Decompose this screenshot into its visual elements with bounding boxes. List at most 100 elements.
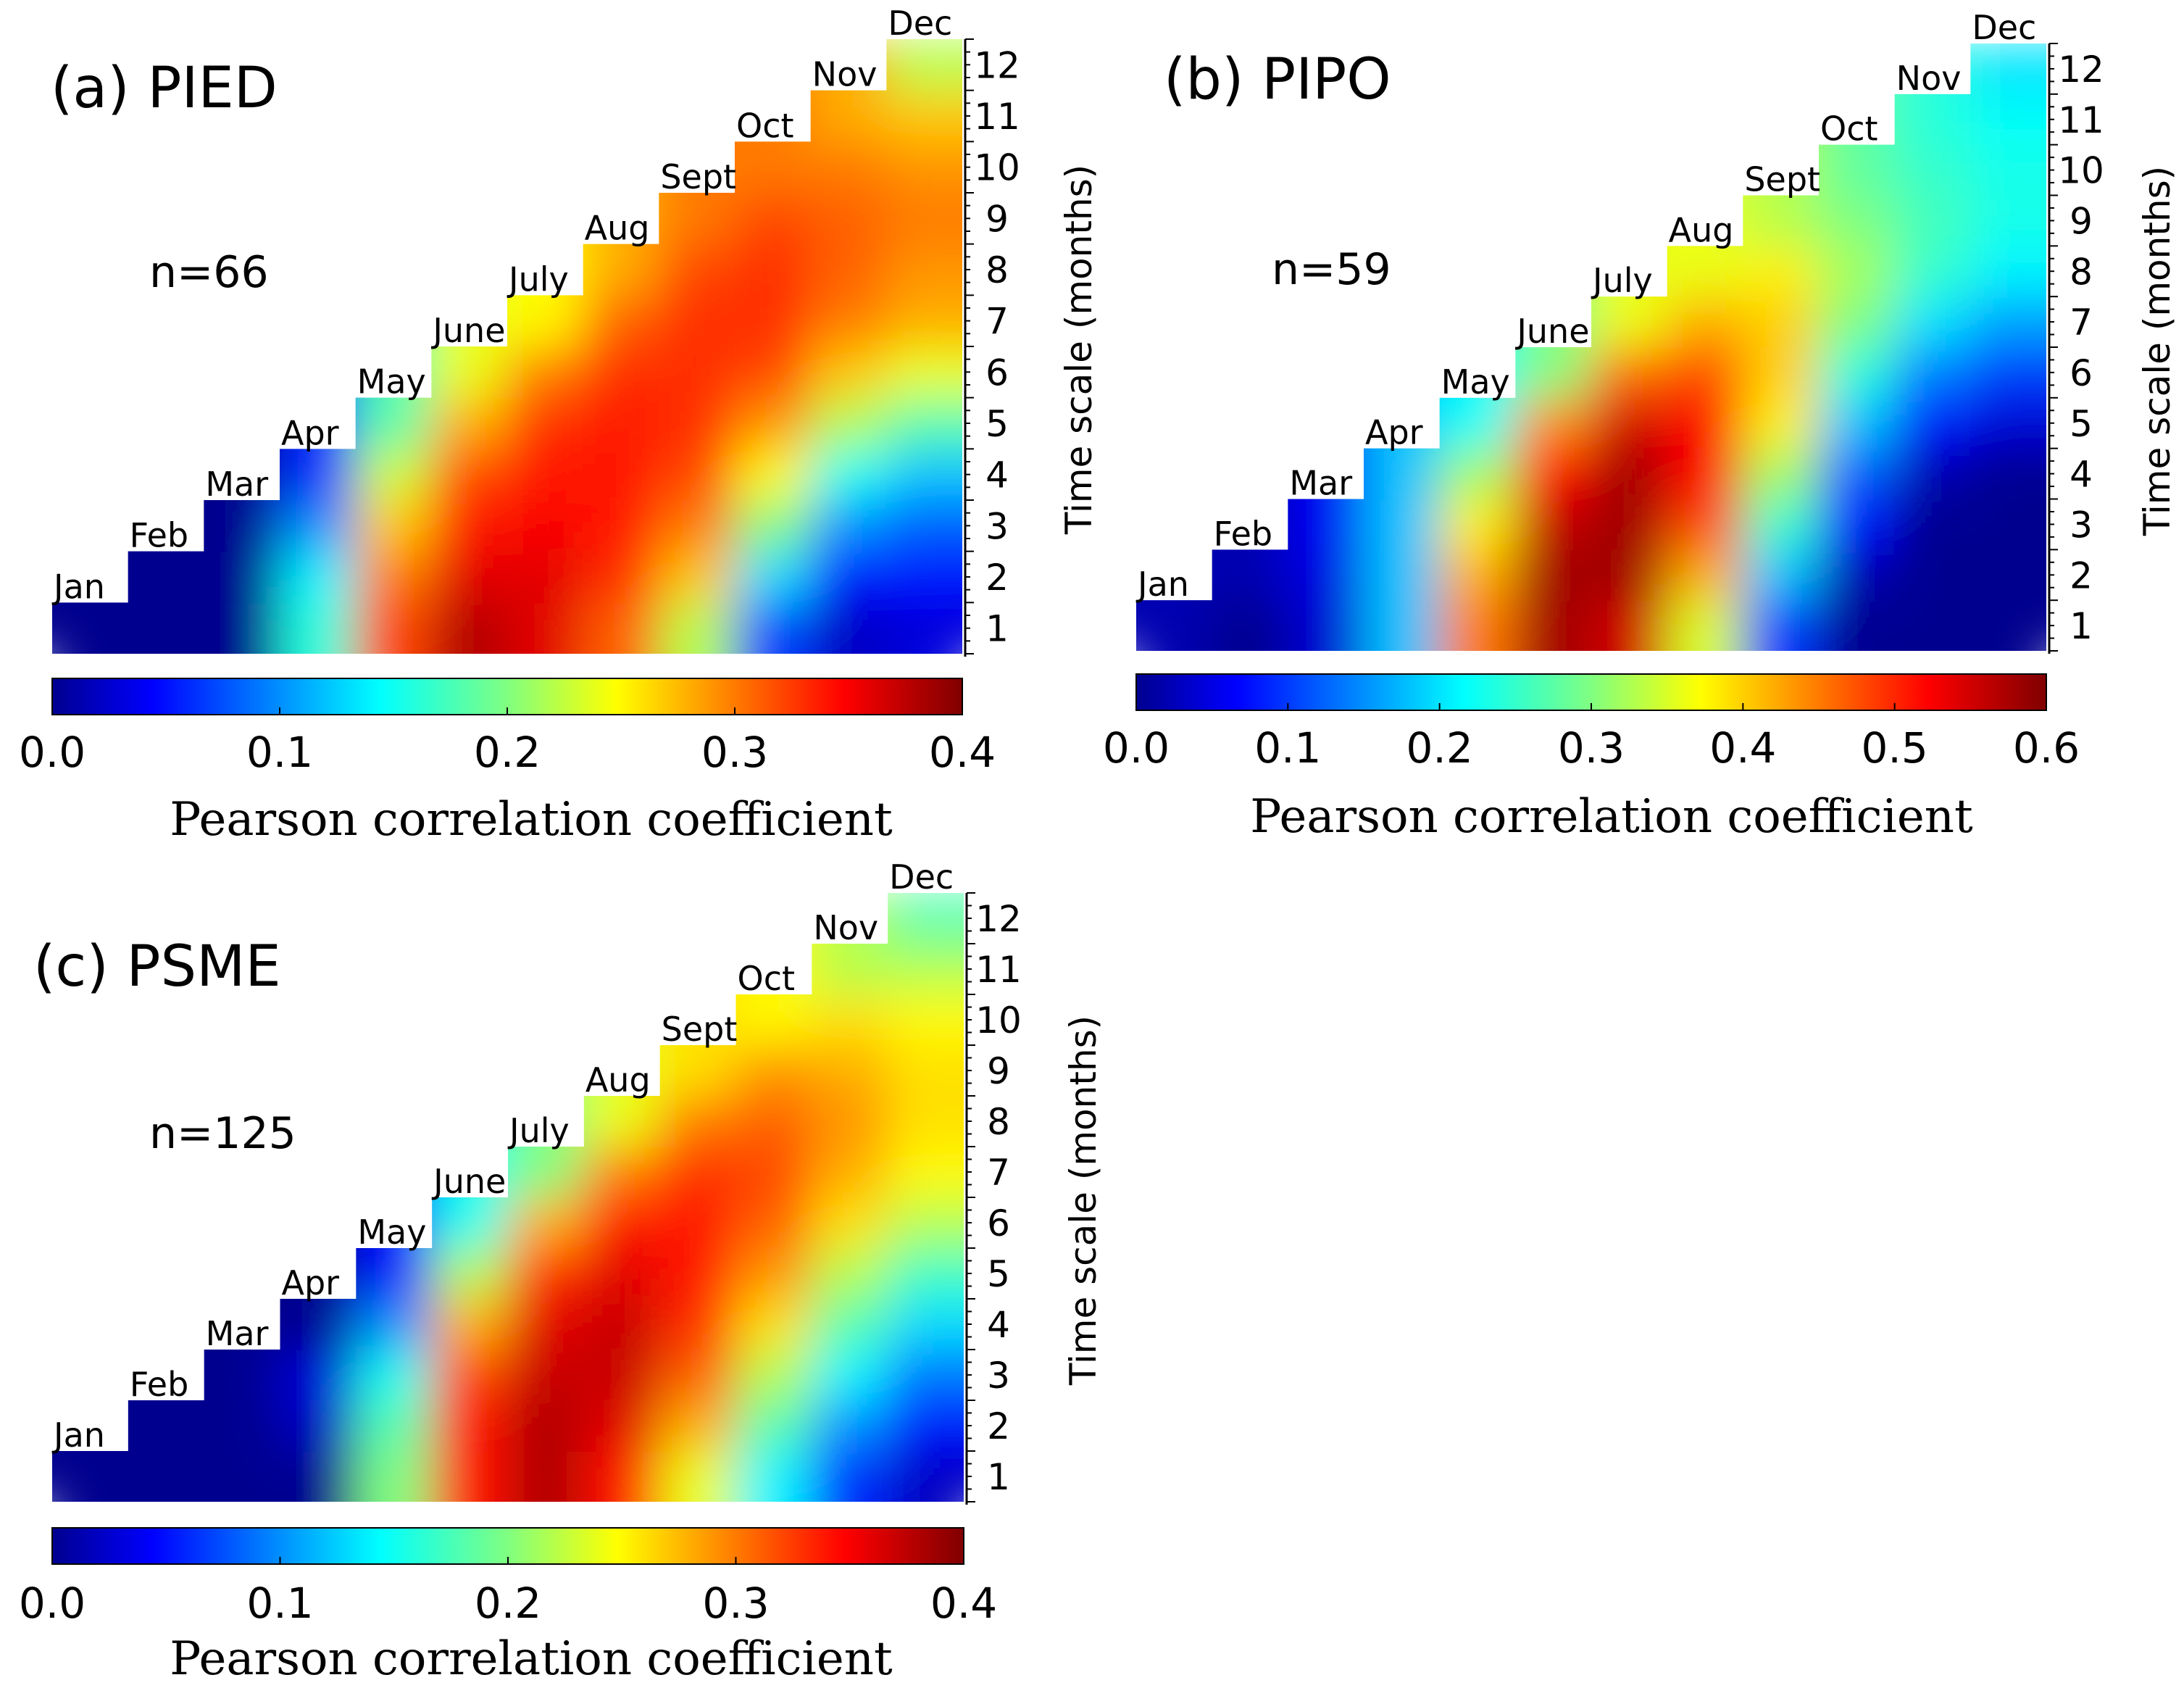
heatmap-cell — [1287, 346, 1364, 399]
heatmap-cell — [582, 39, 660, 91]
heatmap-cell — [582, 602, 660, 654]
heatmap-cell — [735, 1044, 813, 1097]
heatmap-cell — [52, 1095, 129, 1147]
heatmap-cell — [1893, 346, 1972, 399]
heatmap-cell — [659, 1450, 737, 1502]
heatmap-cell — [279, 1197, 357, 1249]
heatmap-cell — [431, 1349, 509, 1401]
heatmap-cell — [885, 243, 962, 296]
heatmap-cell — [1666, 498, 1744, 551]
y-tick-label: 1 — [987, 1456, 1010, 1498]
heatmap-cell — [1363, 498, 1441, 551]
y-tick-label: 2 — [2070, 554, 2093, 596]
heatmap-cell — [1363, 346, 1441, 399]
heatmap-cell — [887, 1247, 964, 1300]
heatmap-cell — [1893, 599, 1972, 651]
heatmap-cell — [355, 1044, 433, 1097]
heatmap-cell — [507, 499, 584, 552]
heatmap-cell — [203, 1197, 281, 1249]
heatmap-cell — [735, 1247, 813, 1300]
heatmap-cell — [279, 994, 357, 1046]
heatmap-cell — [127, 346, 205, 399]
heatmap-cell — [734, 602, 812, 654]
heatmap-cell — [1514, 599, 1592, 651]
heatmap-cell — [582, 550, 660, 604]
y-tick-label: 6 — [987, 1202, 1010, 1244]
heatmap-cell — [734, 39, 812, 91]
heatmap-cell — [582, 141, 660, 194]
heatmap-cell — [887, 994, 964, 1046]
colorbar-tick-label: 0.6 — [2013, 723, 2080, 773]
heatmap-cell — [431, 1450, 509, 1502]
panel-a-heatmap-clip — [0, 39, 962, 654]
heatmap-cell — [1666, 296, 1744, 348]
heatmap-cell — [354, 243, 433, 296]
heatmap-cell — [583, 1197, 661, 1249]
y-tick-label: 12 — [974, 44, 1020, 86]
heatmap-cell — [1893, 194, 1972, 247]
heatmap-cell — [203, 1450, 281, 1502]
heatmap-cell — [887, 1095, 964, 1147]
month-label-may: May — [357, 1213, 426, 1252]
panel-b-count: n=59 — [1272, 244, 1391, 295]
heatmap-cell — [279, 1044, 357, 1097]
y-tick-label: 9 — [2070, 200, 2093, 242]
heatmap-cell — [1514, 43, 1592, 95]
month-label-apr: Apr — [1365, 413, 1423, 452]
heatmap-cell — [658, 294, 735, 347]
heatmap-cell — [1514, 93, 1592, 146]
heatmap-cell — [431, 1197, 509, 1249]
heatmap-cell — [887, 1450, 964, 1502]
y-tick-label: 1 — [2070, 605, 2093, 647]
heatmap-cell — [1287, 194, 1364, 247]
heatmap-cell — [1893, 396, 1972, 449]
month-label-jan: Jan — [1135, 565, 1189, 604]
heatmap-cell — [1818, 396, 1896, 449]
heatmap-cell — [1514, 245, 1592, 298]
heatmap-cell — [811, 1247, 889, 1300]
heatmap-cell — [1363, 447, 1441, 500]
heatmap-cell — [887, 1400, 964, 1452]
heatmap-cell — [887, 1197, 964, 1249]
y-tick-label: 9 — [985, 198, 1009, 240]
y-tick-label: 3 — [2070, 504, 2093, 546]
heatmap-cell — [885, 89, 962, 143]
heatmap-cell — [1591, 447, 1668, 500]
heatmap-cell — [1591, 43, 1668, 95]
heatmap-cell — [355, 1450, 433, 1502]
heatmap-cell — [52, 602, 129, 654]
month-label-jan: Jan — [51, 567, 105, 606]
y-tick-label: 2 — [985, 557, 1009, 599]
heatmap-cell — [430, 602, 508, 654]
y-tick-label: 3 — [987, 1355, 1010, 1397]
heatmap-cell — [1136, 498, 1213, 551]
heatmap-cell — [582, 346, 660, 399]
heatmap-cell — [811, 994, 889, 1046]
heatmap-cell — [1970, 447, 2046, 500]
heatmap-cell — [52, 396, 129, 450]
heatmap-pad — [0, 141, 52, 194]
heatmap-cell — [658, 499, 735, 552]
heatmap-cell — [507, 39, 584, 91]
heatmap-cell — [583, 994, 661, 1046]
month-label-mar: Mar — [1289, 464, 1352, 503]
heatmap-cell — [1970, 245, 2046, 298]
heatmap-cell — [1666, 43, 1744, 95]
heatmap-cell — [735, 994, 813, 1046]
heatmap-cell — [1514, 447, 1592, 500]
heatmap-cell — [809, 294, 888, 347]
heatmap-cell — [583, 1146, 661, 1198]
month-label-june: June — [1514, 312, 1589, 351]
y-tick-label: 9 — [987, 1050, 1010, 1092]
heatmap-cell — [279, 192, 357, 245]
y-tick-label: 10 — [975, 999, 1022, 1042]
heatmap-cell — [1893, 498, 1972, 551]
heatmap-cell — [52, 1450, 129, 1502]
month-label-feb: Feb — [1214, 514, 1272, 553]
heatmap-cell — [52, 192, 129, 245]
heatmap-cell — [52, 1349, 129, 1401]
heatmap-cell — [885, 550, 962, 604]
heatmap-cell — [809, 448, 888, 501]
heatmap-cell — [52, 499, 129, 552]
